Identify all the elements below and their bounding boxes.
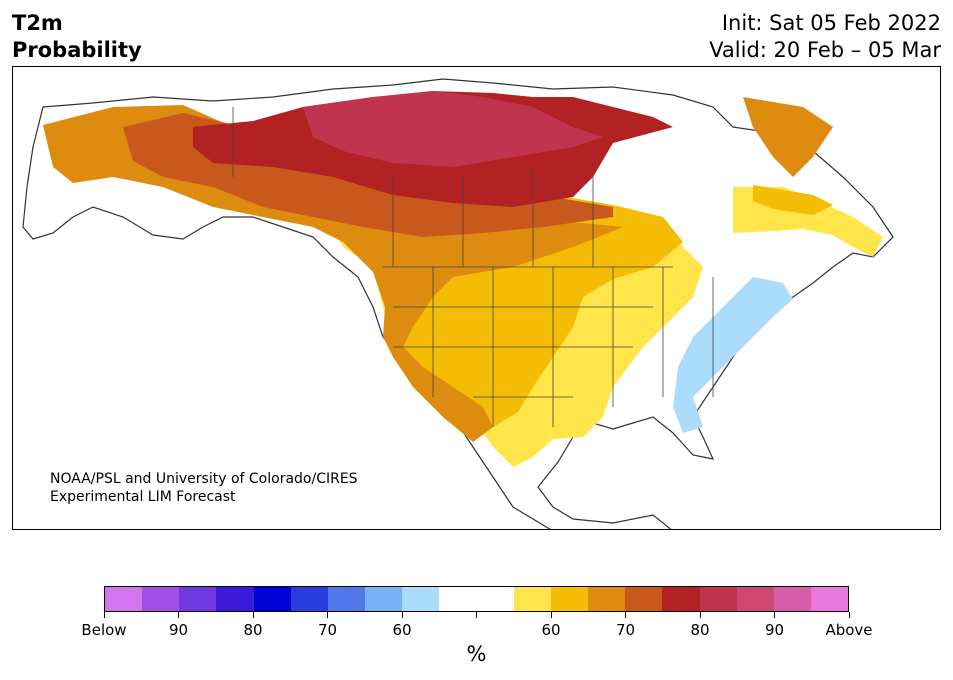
colorbar-segment bbox=[142, 587, 180, 611]
colorbar-segment bbox=[179, 587, 217, 611]
colorbar-segment bbox=[402, 587, 440, 611]
colorbar-segment bbox=[699, 587, 737, 611]
colorbar-unit: % bbox=[466, 642, 487, 666]
colorbar bbox=[104, 586, 849, 612]
prob-below-50-60 bbox=[673, 277, 793, 433]
colorbar-tick-label: Above bbox=[825, 621, 873, 639]
colorbar-tick-label: 70 bbox=[615, 621, 636, 639]
credit-line-2: Experimental LIM Forecast bbox=[50, 489, 236, 505]
colorbar-tick-label: 60 bbox=[392, 621, 412, 639]
colorbar-tick-label: 80 bbox=[690, 621, 710, 639]
prob-above-60-70-east bbox=[753, 185, 833, 215]
colorbar-tick bbox=[103, 612, 105, 618]
forecast-map bbox=[22, 78, 894, 529]
colorbar-tick-label: 90 bbox=[764, 621, 785, 639]
colorbar-tick bbox=[625, 612, 626, 618]
title-quantity: Probability bbox=[12, 38, 142, 62]
colorbar-tick bbox=[401, 612, 403, 618]
colorbar-tick-label: 70 bbox=[317, 621, 338, 639]
prob-above-high bbox=[303, 91, 603, 167]
colorbar-ticks bbox=[103, 612, 850, 620]
political-borders bbox=[232, 107, 714, 427]
plot-title-left: T2m Probability bbox=[12, 10, 142, 64]
valid-range: Valid: 20 Feb – 05 Mar bbox=[709, 38, 941, 62]
colorbar-segment bbox=[662, 587, 700, 611]
colorbar-segment bbox=[105, 587, 143, 611]
plot-title-right: Init: Sat 05 Feb 2022 Valid: 20 Feb – 05… bbox=[709, 10, 941, 64]
colorbar-segment bbox=[550, 587, 589, 611]
colorbar-segment bbox=[365, 587, 403, 611]
colorbar-tick bbox=[774, 612, 775, 618]
colorbar-tick-label: 60 bbox=[541, 621, 561, 639]
prob-above-70-80-northeast bbox=[743, 97, 833, 177]
colorbar-tick-label: 90 bbox=[168, 621, 189, 639]
colorbar-segment bbox=[439, 587, 477, 611]
colorbar-tick bbox=[327, 612, 328, 618]
colorbar-segment bbox=[513, 587, 551, 611]
colorbar-tick bbox=[476, 612, 477, 618]
colorbar-tick bbox=[550, 612, 552, 618]
colorbar-tick bbox=[848, 612, 850, 618]
map-panel: NOAA/PSL and University of Colorado/CIRE… bbox=[12, 66, 941, 530]
colorbar-tick-label: 80 bbox=[243, 621, 263, 639]
colorbar-segment bbox=[216, 587, 254, 611]
colorbar-segment bbox=[290, 587, 328, 611]
colorbar-segment bbox=[625, 587, 663, 611]
colorbar-segment bbox=[773, 587, 811, 611]
title-variable: T2m bbox=[12, 11, 63, 35]
colorbar-segment bbox=[810, 587, 849, 611]
colorbar-segment bbox=[588, 587, 626, 611]
colorbar-segment bbox=[736, 587, 774, 611]
colorbar-tick-label: Below bbox=[81, 621, 127, 639]
colorbar-tick bbox=[252, 612, 254, 618]
colorbar-segment bbox=[253, 587, 291, 611]
prob-above-70-80 bbox=[43, 105, 623, 442]
colorbar-tick bbox=[699, 612, 701, 618]
credit-text: NOAA/PSL and University of Colorado/CIRE… bbox=[50, 470, 358, 506]
colorbar-segment bbox=[327, 587, 366, 611]
credit-line-1: NOAA/PSL and University of Colorado/CIRE… bbox=[50, 471, 358, 487]
colorbar-tick bbox=[178, 612, 179, 618]
colorbar-segment bbox=[476, 587, 514, 611]
init-date: Init: Sat 05 Feb 2022 bbox=[721, 11, 941, 35]
